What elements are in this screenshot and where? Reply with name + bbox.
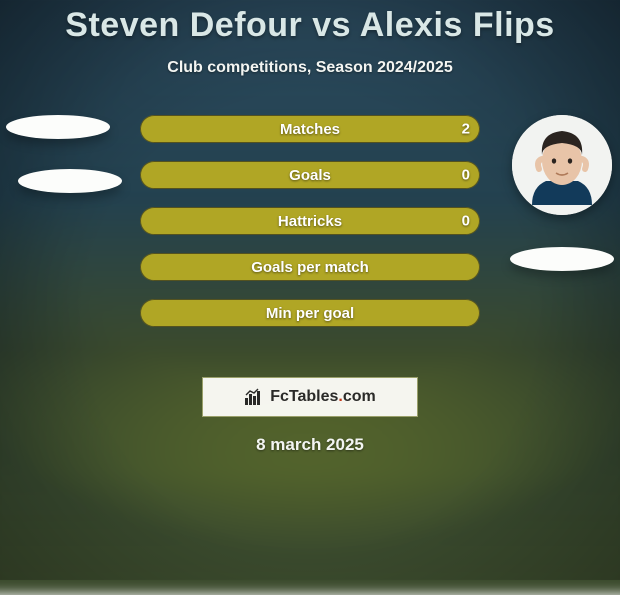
left-avatar-ellipse-2 (18, 169, 122, 193)
stat-bar: 0 Hattricks (140, 207, 480, 235)
comparison-arena: 2 Matches 0 Goals 0 Hattricks Goals per match M… (0, 115, 620, 361)
right-avatar-ellipse (510, 247, 614, 271)
stat-bar: Min per goal (140, 299, 480, 327)
bar-label: Goals (289, 167, 331, 184)
bar-label: Hattricks (278, 213, 342, 230)
brand-suffix: com (343, 388, 376, 405)
page-title: Steven Defour vs Alexis Flips (0, 0, 620, 45)
stat-bar: Goals per match (140, 253, 480, 281)
brand-text: FcTables.com (270, 388, 376, 406)
bar-label: Min per goal (266, 305, 354, 322)
brand-box: FcTables.com (202, 377, 418, 417)
right-player-avatar (512, 115, 612, 215)
left-avatar-ellipse-1 (6, 115, 110, 139)
stat-bar: 2 Matches (140, 115, 480, 143)
bar-label: Goals per match (251, 259, 369, 276)
subtitle: Club competitions, Season 2024/2025 (0, 59, 620, 77)
date-label: 8 march 2025 (0, 435, 620, 455)
bar-value-right: 0 (462, 167, 470, 184)
brand-prefix: FcTables (270, 388, 338, 405)
bar-value-right: 2 (462, 121, 470, 138)
stat-bar: 0 Goals (140, 161, 480, 189)
content-root: Steven Defour vs Alexis Flips Club compe… (0, 0, 620, 580)
comparison-bars: 2 Matches 0 Goals 0 Hattricks Goals per match M… (140, 115, 480, 327)
brand-chart-icon (244, 388, 264, 406)
bar-value-right: 0 (462, 213, 470, 230)
avatar-face-icon (512, 115, 612, 215)
bar-label: Matches (280, 121, 340, 138)
